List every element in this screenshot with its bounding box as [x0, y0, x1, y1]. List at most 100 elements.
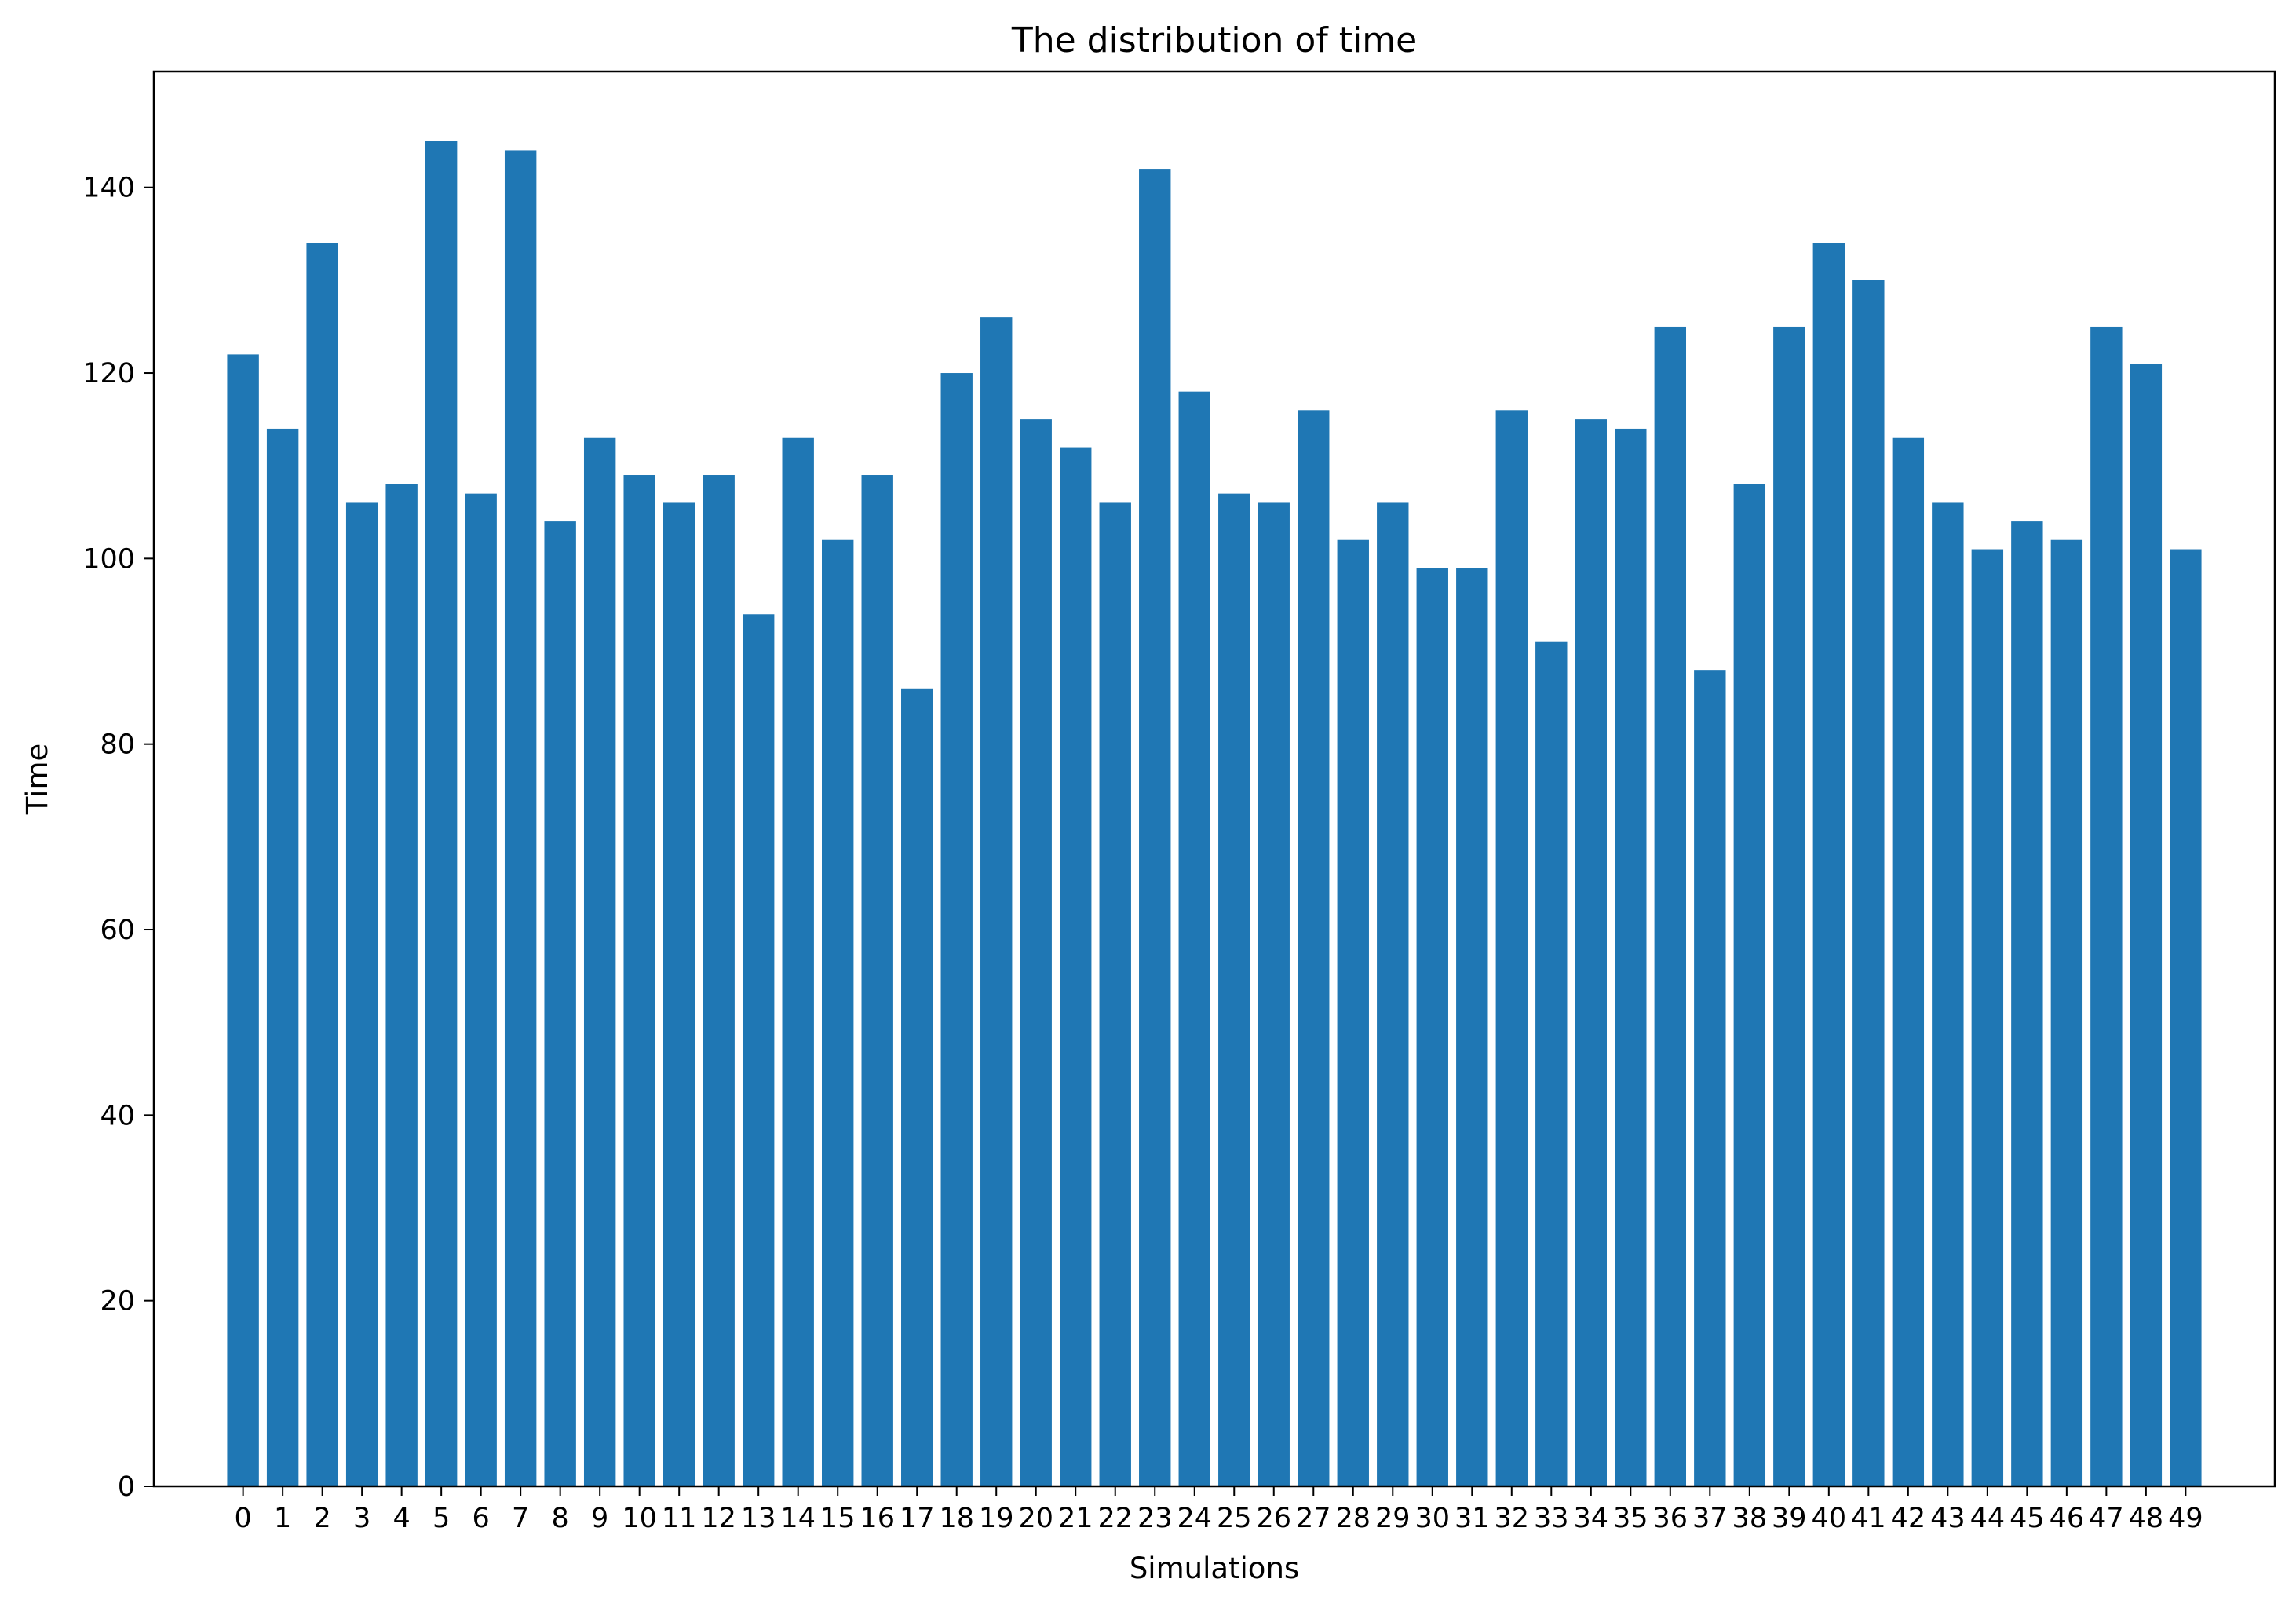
x-tick-label: 10	[622, 1503, 657, 1534]
bar-49	[2170, 549, 2202, 1487]
bar-9	[583, 437, 616, 1486]
x-tick-label: 15	[820, 1503, 856, 1534]
bar-44	[1971, 549, 2004, 1487]
x-tick-label: 18	[939, 1503, 974, 1534]
bar-16	[861, 475, 893, 1486]
bar-48	[2130, 364, 2163, 1486]
bar-35	[1615, 428, 1647, 1486]
bars-group	[227, 141, 2202, 1487]
x-tick-label: 12	[701, 1503, 736, 1534]
x-tick-label: 23	[1137, 1503, 1173, 1534]
chart-title: The distribution of time	[1011, 20, 1417, 60]
x-tick-label: 7	[512, 1503, 529, 1534]
x-tick-label: 26	[1256, 1503, 1291, 1534]
x-tick-label: 9	[591, 1503, 608, 1534]
x-tick-label: 31	[1455, 1503, 1490, 1534]
x-tick-label: 3	[353, 1503, 370, 1534]
x-tick-label: 49	[2168, 1503, 2203, 1534]
bar-26	[1258, 502, 1290, 1486]
y-tick-label: 120	[82, 358, 135, 389]
bar-17	[901, 688, 933, 1486]
x-tick-label: 46	[2050, 1503, 2085, 1534]
y-tick-label: 140	[82, 173, 135, 204]
bar-0	[227, 354, 259, 1486]
bar-15	[822, 539, 854, 1487]
x-tick-label: 27	[1296, 1503, 1331, 1534]
y-axis-ticks: 0 20 40 60 80 100 120 140	[82, 173, 154, 1503]
bar-43	[1932, 502, 1964, 1486]
bar-34	[1575, 419, 1607, 1486]
bar-45	[2011, 521, 2043, 1486]
x-tick-label: 34	[1574, 1503, 1609, 1534]
x-tick-label: 43	[1930, 1503, 1966, 1534]
bar-21	[1060, 447, 1092, 1486]
x-tick-label: 41	[1851, 1503, 1886, 1534]
bar-11	[663, 502, 695, 1486]
x-tick-label: 24	[1177, 1503, 1212, 1534]
bar-18	[940, 373, 973, 1487]
bar-25	[1218, 493, 1250, 1486]
bar-46	[2050, 539, 2083, 1487]
x-tick-label: 6	[473, 1503, 490, 1534]
x-tick-label: 16	[860, 1503, 895, 1534]
x-tick-label: 37	[1692, 1503, 1728, 1534]
bar-32	[1495, 410, 1528, 1486]
bar-41	[1852, 280, 1885, 1486]
x-tick-label: 1	[274, 1503, 291, 1534]
x-tick-label: 13	[741, 1503, 776, 1534]
bar-36	[1654, 326, 1687, 1486]
bar-38	[1733, 484, 1766, 1486]
x-tick-label: 32	[1495, 1503, 1530, 1534]
bar-14	[782, 437, 814, 1486]
bar-29	[1377, 502, 1409, 1486]
y-tick-label: 80	[100, 729, 135, 761]
bar-47	[2090, 326, 2123, 1486]
bar-31	[1456, 568, 1488, 1487]
bar-6	[465, 493, 497, 1486]
bar-5	[425, 141, 458, 1487]
x-tick-label: 14	[780, 1503, 816, 1534]
x-axis-ticks: 0 1 2 3 4 5 6 7 8 9 10 11 12 13 14 15 16 17 18 19 20 21 22 23 24…	[234, 1486, 2203, 1534]
x-tick-label: 8	[552, 1503, 569, 1534]
bar-20	[1020, 419, 1052, 1486]
x-tick-label: 42	[1891, 1503, 1926, 1534]
bar-4	[385, 484, 418, 1486]
x-tick-label: 25	[1217, 1503, 1252, 1534]
bar-33	[1535, 641, 1568, 1486]
y-tick-label: 60	[100, 915, 135, 946]
x-tick-label: 19	[979, 1503, 1014, 1534]
x-tick-label: 0	[234, 1503, 251, 1534]
bar-27	[1298, 410, 1330, 1486]
x-tick-label: 30	[1415, 1503, 1451, 1534]
x-tick-label: 17	[900, 1503, 935, 1534]
x-tick-label: 47	[2089, 1503, 2124, 1534]
y-tick-label: 0	[118, 1471, 135, 1503]
x-tick-label: 11	[662, 1503, 697, 1534]
x-tick-label: 38	[1732, 1503, 1768, 1534]
x-tick-label: 33	[1534, 1503, 1569, 1534]
bar-42	[1892, 437, 1925, 1486]
bar-7	[504, 150, 537, 1487]
x-tick-label: 40	[1812, 1503, 1847, 1534]
x-tick-label: 5	[433, 1503, 450, 1534]
bar-12	[703, 475, 735, 1486]
x-tick-label: 22	[1097, 1503, 1133, 1534]
bar-24	[1178, 391, 1210, 1487]
bar-13	[742, 614, 775, 1486]
x-tick-label: 39	[1772, 1503, 1807, 1534]
bar-37	[1694, 670, 1726, 1486]
x-tick-label: 29	[1375, 1503, 1411, 1534]
bar-28	[1337, 539, 1369, 1487]
x-tick-label: 35	[1613, 1503, 1648, 1534]
bar-30	[1416, 568, 1448, 1487]
y-tick-label: 100	[82, 543, 135, 575]
x-tick-label: 4	[393, 1503, 411, 1534]
bar-10	[623, 475, 655, 1486]
x-tick-label: 20	[1018, 1503, 1053, 1534]
bar-1	[266, 428, 299, 1486]
bar-2	[306, 243, 338, 1486]
y-axis-label: Time	[20, 744, 54, 816]
plot-frame	[152, 70, 2276, 1488]
bar-3	[345, 502, 378, 1486]
